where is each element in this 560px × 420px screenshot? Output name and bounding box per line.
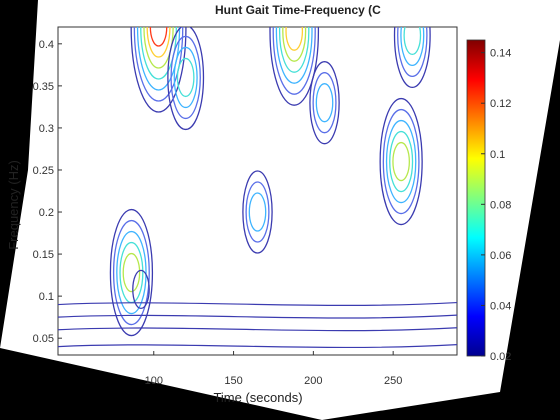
y-tick-label: 0.35 <box>33 81 54 93</box>
contour-ring <box>248 192 267 232</box>
contour-band <box>58 314 457 319</box>
colorbar-tick-label: 0.1 <box>490 149 505 161</box>
contour-band <box>58 301 457 306</box>
contour-ring <box>275 27 313 84</box>
contour-ring <box>245 181 270 243</box>
colorbar-tick-label: 0.14 <box>490 48 511 60</box>
contour-ring <box>112 219 150 326</box>
plot-area: 100 150 200 250 0.050.10.150.20.250.30.350.… <box>33 26 458 387</box>
contour-ring <box>379 97 423 226</box>
y-tick-label: 0.15 <box>33 249 54 261</box>
x-tick-label: 150 <box>224 375 242 387</box>
contour-ring <box>282 27 307 62</box>
y-tick-label: 0.2 <box>39 207 54 219</box>
colorbar-ticks: 0.02 0.04 0.06 0.08 0.1 0.12 0.14 <box>481 48 511 363</box>
y-axis: 0.05 0.1 0.15 0.2 0.25 0.3 0.35 0.4 <box>33 39 62 345</box>
x-tick-label: 200 <box>304 375 322 387</box>
contour-ring <box>143 27 174 69</box>
y-axis-label: Frequency (Hz) <box>6 160 21 250</box>
contour-ring <box>146 27 171 58</box>
colorbar-tick-label: 0.08 <box>490 199 511 211</box>
contour-ring <box>397 27 428 78</box>
contour-ring <box>170 35 201 120</box>
contour-ring <box>393 27 431 89</box>
contour-ring <box>130 27 187 113</box>
chart-title: Hunt Gait Time-Frequency (C <box>215 3 381 17</box>
contour-ring <box>389 130 414 193</box>
contour-ring <box>272 27 316 95</box>
contour-ring <box>385 119 417 204</box>
contour-ring <box>312 72 337 134</box>
x-axis: 100 150 200 250 <box>145 351 402 387</box>
contour-band <box>58 327 457 332</box>
contour-ring <box>116 230 147 315</box>
contour-lines <box>58 27 457 349</box>
contour-band <box>58 343 457 349</box>
y-tick-label: 0.05 <box>33 333 54 345</box>
contour-ring <box>269 27 320 106</box>
contour-ring <box>403 27 422 56</box>
contour-ring <box>392 141 410 182</box>
contour-ring <box>278 27 310 73</box>
y-tick-label: 0.4 <box>39 39 54 51</box>
colorbar: 0.02 0.04 0.06 0.08 0.1 0.12 0.14 <box>466 39 511 363</box>
y-tick-label: 0.3 <box>39 123 54 135</box>
x-tick-label: 100 <box>145 375 163 387</box>
contour-ring <box>122 252 141 293</box>
colorbar-tick-label: 0.04 <box>490 300 511 312</box>
x-axis-label: Time (seconds) <box>213 390 302 405</box>
x-tick-label: 250 <box>384 375 402 387</box>
contour-ring <box>382 108 420 215</box>
colorbar-tick-label: 0.02 <box>490 351 511 363</box>
contour-ring <box>109 208 154 337</box>
colorbar-tick-label: 0.12 <box>490 98 511 110</box>
y-tick-label: 0.1 <box>39 291 54 303</box>
contour-ring <box>133 27 184 102</box>
contour-ring <box>136 27 181 91</box>
contour-ring <box>242 170 273 254</box>
contour-ring <box>176 57 195 98</box>
y-tick-label: 0.25 <box>33 165 54 177</box>
colorbar-tick-label: 0.06 <box>490 250 511 262</box>
contour-ring <box>173 46 198 109</box>
contour-ring <box>167 27 205 131</box>
contour-ring <box>140 27 177 80</box>
contour-ring <box>285 27 304 51</box>
contour-ring <box>132 269 150 310</box>
contour-ring <box>315 83 334 123</box>
colorbar-gradient <box>466 39 486 357</box>
contour-ring <box>149 27 168 47</box>
contour-ring <box>309 61 340 145</box>
contour-ring <box>400 27 425 67</box>
